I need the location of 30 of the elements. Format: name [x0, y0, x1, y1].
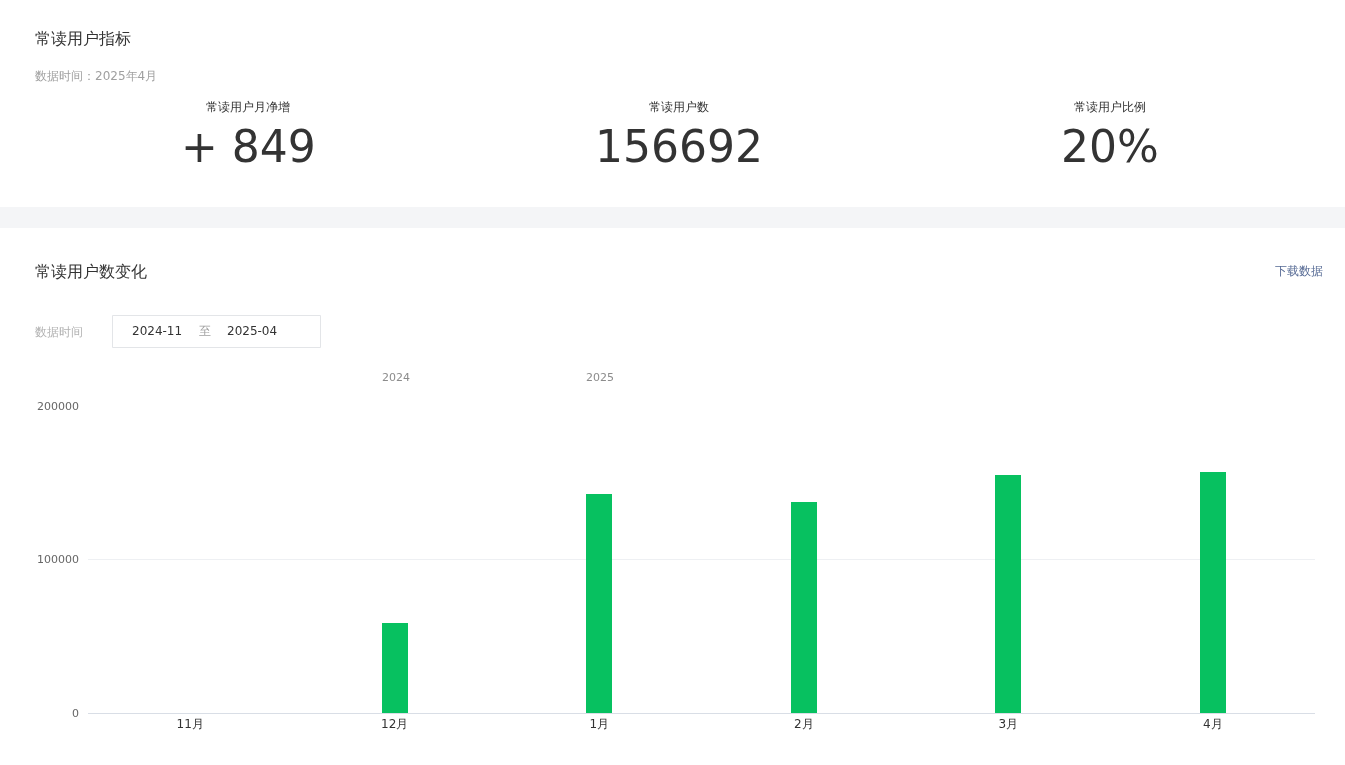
bar: [586, 494, 612, 713]
text: 20%: [1061, 121, 1159, 172]
text: 数据时间：2025年4月: [35, 69, 158, 83]
x-tick-label: 3月: [998, 717, 1019, 732]
text: 2024: [382, 371, 410, 384]
category-label: 常读用户比例: [1074, 100, 1146, 114]
x-tick-label: 2月: [793, 717, 814, 732]
text: 2025: [586, 371, 614, 384]
bar: [382, 623, 408, 713]
chart-title: 常读用户数变化: [35, 262, 147, 281]
bar: [791, 502, 817, 713]
bar: [1200, 472, 1226, 713]
text: 2025-04: [227, 324, 278, 338]
text: 数据时间: [35, 325, 83, 339]
text: 常读用户指标: [35, 29, 131, 48]
x-tick-label: 4月: [1202, 717, 1223, 732]
bar: [995, 475, 1021, 713]
x-tick-label: 12月: [381, 717, 409, 732]
x-tick-label: 1月: [589, 717, 610, 732]
x-tick-label: 11月: [176, 717, 204, 732]
text: + 849: [181, 121, 316, 172]
text: 156692: [595, 121, 763, 172]
text: 2024-11: [132, 324, 183, 338]
text: 下载数据: [1275, 264, 1323, 278]
y-tick-label: 0: [72, 706, 79, 720]
text: 至: [199, 324, 211, 338]
category-label: 常读用户月净增: [206, 100, 290, 114]
category-label: 常读用户数: [649, 100, 709, 114]
y-tick-label: 100000: [37, 553, 79, 567]
y-tick-label: 200000: [37, 399, 79, 413]
